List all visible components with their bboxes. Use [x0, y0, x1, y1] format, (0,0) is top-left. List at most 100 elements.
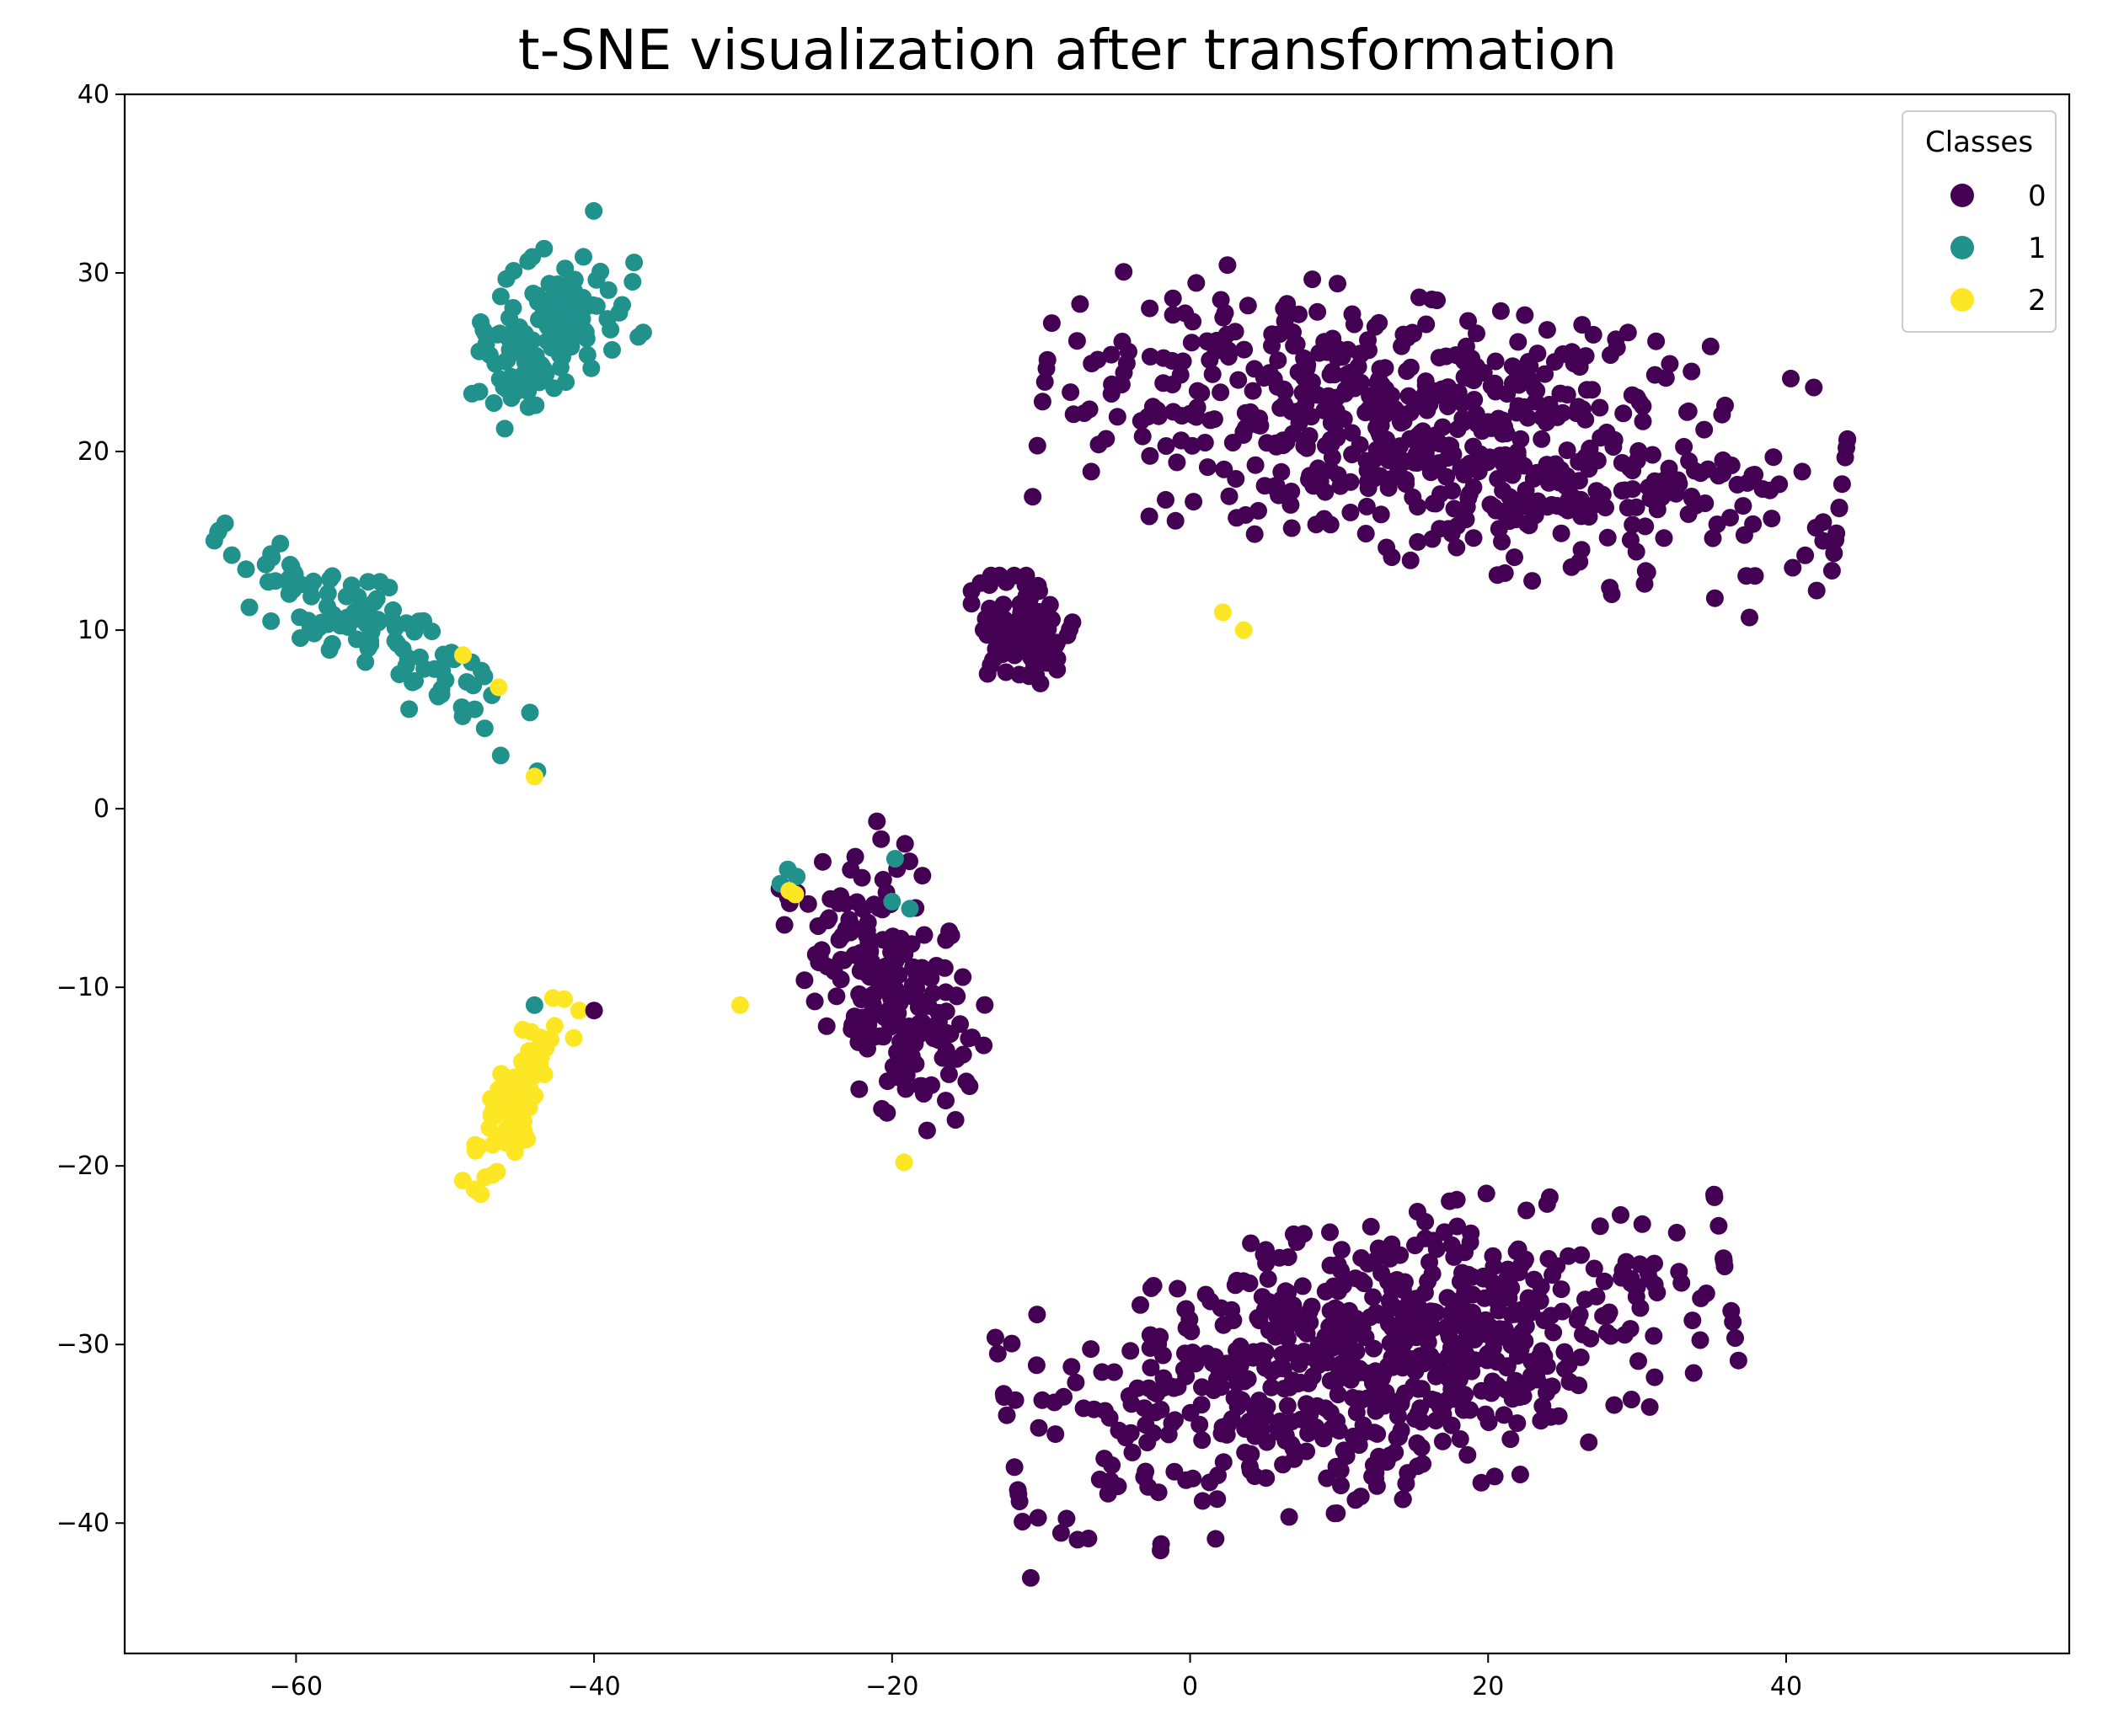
point-class-0 — [1365, 1339, 1383, 1358]
point-class-1 — [436, 670, 455, 689]
point-class-0 — [1426, 426, 1445, 445]
point-class-0 — [1220, 487, 1239, 505]
point-class-0 — [1532, 1278, 1550, 1296]
point-class-0 — [1491, 446, 1509, 465]
point-class-0 — [1201, 1473, 1219, 1492]
legend-label-0: 0 — [2028, 179, 2046, 213]
point-class-0 — [1832, 475, 1851, 494]
point-class-0 — [1370, 313, 1388, 332]
point-class-1 — [885, 850, 904, 868]
point-class-0 — [1501, 1275, 1518, 1294]
point-class-0 — [1304, 477, 1323, 495]
point-class-0 — [1484, 1247, 1502, 1265]
point-class-0 — [1240, 1457, 1259, 1476]
point-class-0 — [1206, 1530, 1225, 1548]
point-class-1 — [573, 310, 591, 329]
point-class-0 — [1166, 511, 1185, 530]
point-class-1 — [475, 719, 494, 738]
point-class-0 — [1448, 1217, 1467, 1236]
point-class-0 — [1196, 434, 1214, 451]
point-class-0 — [1560, 1247, 1578, 1265]
point-class-1 — [603, 340, 621, 359]
point-class-0 — [1580, 1433, 1598, 1451]
point-class-0 — [1506, 548, 1523, 567]
point-class-0 — [1704, 529, 1722, 548]
point-class-0 — [1585, 1259, 1603, 1278]
point-class-0 — [1132, 1295, 1149, 1314]
point-class-0 — [1729, 1351, 1747, 1370]
point-class-0 — [1434, 1405, 1453, 1424]
point-class-1 — [530, 373, 548, 392]
point-class-0 — [1346, 1269, 1365, 1288]
point-class-0 — [1397, 1306, 1415, 1324]
point-class-0 — [1149, 1335, 1168, 1354]
point-class-0 — [1214, 1453, 1233, 1472]
point-class-0 — [1226, 323, 1244, 341]
point-class-0 — [1475, 1289, 1494, 1307]
point-class-1 — [283, 563, 302, 581]
point-class-1 — [209, 523, 227, 542]
point-class-0 — [1488, 566, 1506, 585]
point-class-0 — [1630, 1255, 1649, 1274]
point-class-0 — [1763, 510, 1781, 528]
point-class-0 — [1123, 1443, 1142, 1461]
point-class-0 — [872, 830, 891, 848]
point-class-0 — [1171, 366, 1190, 384]
point-class-0 — [1157, 490, 1174, 509]
point-class-1 — [625, 254, 644, 272]
point-class-0 — [1369, 1239, 1388, 1258]
point-class-0 — [994, 1385, 1013, 1403]
point-class-0 — [1228, 509, 1246, 527]
point-class-0 — [1297, 437, 1316, 456]
point-class-1 — [557, 373, 575, 392]
point-class-0 — [1332, 1477, 1350, 1495]
point-class-0 — [1219, 348, 1238, 366]
point-class-0 — [1121, 1342, 1140, 1360]
point-class-0 — [1595, 1272, 1613, 1290]
point-class-0 — [1705, 1188, 1724, 1206]
point-class-0 — [1325, 1504, 1344, 1523]
point-class-2 — [545, 1017, 564, 1035]
point-class-1 — [585, 201, 603, 220]
point-class-1 — [519, 398, 538, 416]
point-class-0 — [1501, 1430, 1520, 1449]
point-class-0 — [850, 1080, 869, 1098]
point-class-0 — [1806, 519, 1825, 537]
point-class-0 — [830, 931, 848, 949]
point-class-0 — [1033, 393, 1051, 411]
point-class-0 — [884, 1057, 902, 1076]
point-class-0 — [998, 1406, 1016, 1424]
point-class-0 — [1827, 524, 1846, 542]
point-class-0 — [1071, 295, 1089, 313]
point-class-0 — [1517, 1317, 1535, 1335]
point-class-0 — [1407, 1322, 1426, 1340]
point-class-0 — [1450, 1370, 1469, 1389]
point-class-2 — [509, 1087, 527, 1105]
point-class-0 — [1449, 383, 1468, 402]
point-class-0 — [1058, 626, 1077, 644]
point-class-0 — [1734, 497, 1752, 515]
point-class-0 — [1523, 572, 1542, 590]
point-class-0 — [1503, 1390, 1522, 1408]
point-class-2 — [520, 1059, 538, 1077]
point-class-0 — [997, 573, 1015, 591]
point-class-0 — [1476, 1405, 1495, 1424]
point-class-0 — [1351, 1359, 1369, 1378]
point-class-0 — [1411, 1399, 1430, 1418]
point-class-0 — [1441, 1192, 1459, 1210]
point-class-1 — [599, 280, 618, 299]
point-class-0 — [1315, 510, 1334, 528]
point-class-0 — [1587, 482, 1606, 500]
point-class-0 — [1163, 351, 1181, 370]
point-class-0 — [1782, 369, 1800, 387]
point-class-0 — [997, 663, 1015, 681]
point-class-2 — [730, 996, 749, 1014]
point-class-0 — [1379, 451, 1398, 469]
point-class-0 — [1495, 1406, 1513, 1424]
legend-label-1: 1 — [2028, 232, 2046, 265]
point-class-2 — [895, 1153, 913, 1172]
point-class-0 — [1281, 1343, 1299, 1362]
x-tick-label: −20 — [865, 1672, 918, 1701]
point-class-1 — [519, 252, 538, 270]
point-class-0 — [1509, 333, 1527, 351]
